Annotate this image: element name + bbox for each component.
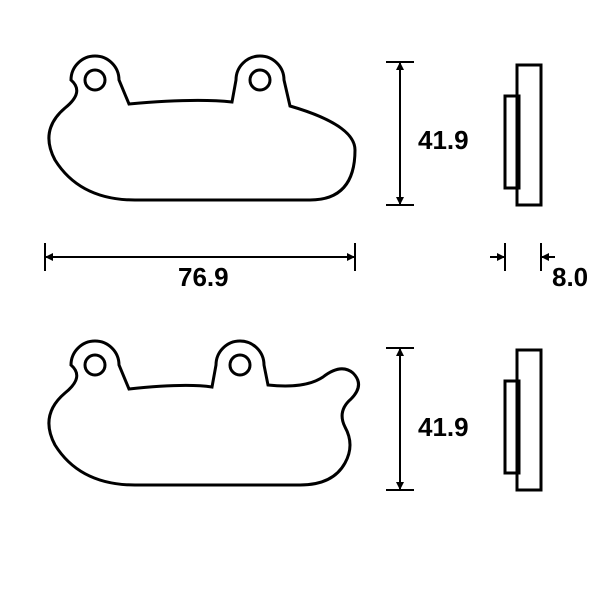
dim-width: 76.9: [178, 262, 229, 293]
lower-pad-outline: [49, 341, 359, 485]
dim-height-upper: 41.9: [418, 125, 469, 156]
dim-height-lower: 41.9: [418, 412, 469, 443]
side-lower-backplate: [517, 350, 541, 490]
side-upper-backplate: [517, 65, 541, 205]
upper-pad-hole-1: [85, 70, 105, 90]
technical-drawing: [0, 0, 600, 600]
dim-thickness: 8.0: [552, 262, 588, 293]
upper-pad-hole-2: [250, 70, 270, 90]
lower-pad-hole-2: [230, 355, 250, 375]
lower-pad-hole-1: [85, 355, 105, 375]
upper-pad-outline: [49, 56, 355, 200]
